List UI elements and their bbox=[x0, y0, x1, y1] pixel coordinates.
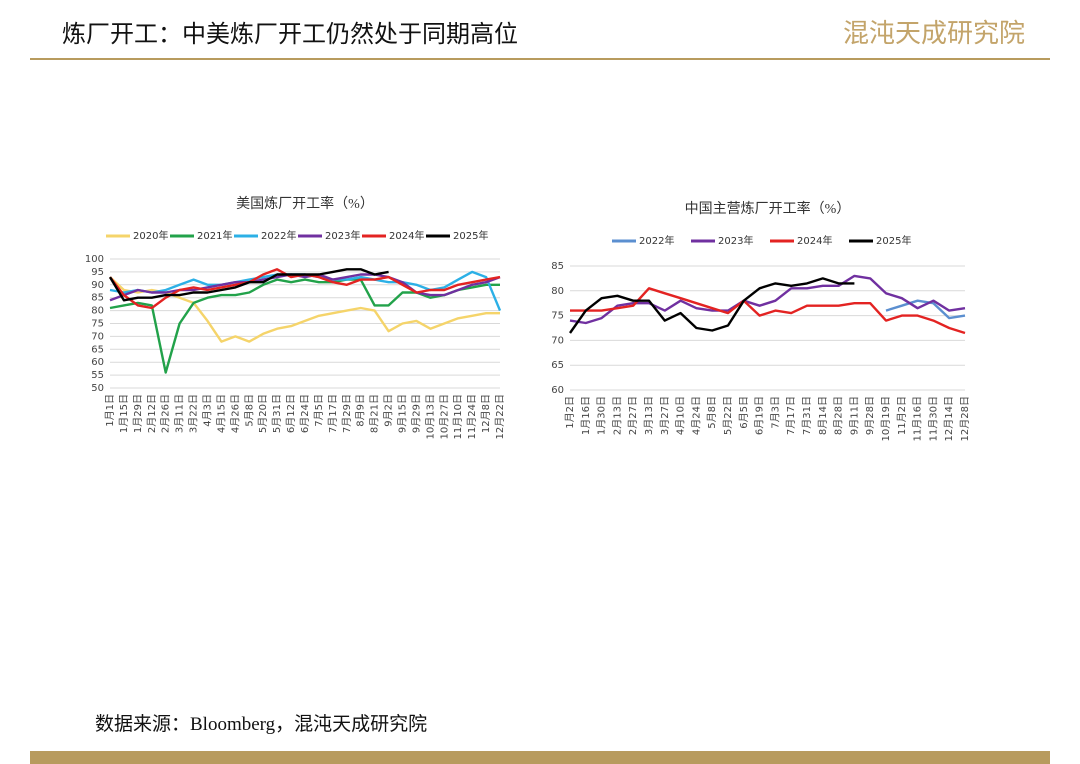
legend-label: 2021年 bbox=[197, 229, 232, 242]
x-tick-label: 4月26日 bbox=[229, 394, 241, 433]
series-line bbox=[885, 299, 966, 320]
x-tick-label: 10月27日 bbox=[438, 394, 450, 439]
y-tick-label: 90 bbox=[91, 280, 104, 291]
x-tick-label: 2月13日 bbox=[611, 396, 623, 435]
y-tick-label: 95 bbox=[91, 267, 104, 278]
footer-bar bbox=[30, 751, 1050, 764]
x-tick-label: 7月5日 bbox=[313, 394, 325, 427]
x-tick-label: 9月28日 bbox=[864, 396, 876, 435]
legend-label: 2022年 bbox=[639, 234, 674, 247]
legend-label: 2020年 bbox=[133, 229, 168, 242]
x-tick-label: 3月22日 bbox=[188, 394, 200, 433]
x-tick-label: 2月27日 bbox=[627, 396, 639, 435]
x-tick-label: 2月12日 bbox=[146, 394, 158, 433]
x-tick-label: 8月9日 bbox=[355, 394, 367, 427]
x-tick-label: 4月3日 bbox=[202, 394, 214, 427]
y-tick-label: 65 bbox=[551, 360, 564, 371]
x-tick-label: 12月28日 bbox=[959, 396, 971, 441]
x-tick-label: 3月27日 bbox=[659, 396, 671, 435]
x-tick-label: 11月24日 bbox=[466, 394, 478, 439]
y-tick-label: 60 bbox=[551, 385, 564, 396]
x-tick-label: 4月15日 bbox=[215, 394, 227, 433]
x-tick-label: 4月10日 bbox=[675, 396, 687, 435]
x-tick-label: 11月16日 bbox=[912, 396, 924, 441]
series-line bbox=[109, 273, 501, 302]
x-tick-label: 5月22日 bbox=[722, 396, 734, 435]
x-tick-label: 9月2日 bbox=[383, 394, 395, 427]
y-tick-label: 75 bbox=[551, 311, 564, 322]
x-tick-label: 8月21日 bbox=[369, 394, 381, 433]
x-tick-label: 1月16日 bbox=[580, 396, 592, 435]
y-tick-label: 85 bbox=[551, 261, 564, 272]
x-tick-label: 1月15日 bbox=[118, 394, 130, 433]
x-tick-label: 5月8日 bbox=[243, 394, 255, 427]
x-tick-label: 7月31日 bbox=[801, 396, 813, 435]
logo: 混沌天成研究院 bbox=[843, 19, 1025, 48]
x-tick-label: 9月15日 bbox=[397, 394, 409, 433]
y-tick-label: 85 bbox=[91, 293, 104, 304]
x-tick-label: 8月14日 bbox=[817, 396, 829, 435]
y-tick-label: 75 bbox=[91, 319, 104, 330]
legend-label: 2024年 bbox=[389, 229, 424, 242]
chart-title: 美国炼厂开工率（%） bbox=[236, 195, 374, 212]
x-tick-label: 3月13日 bbox=[643, 396, 655, 435]
x-tick-label: 9月11日 bbox=[848, 396, 860, 435]
x-tick-label: 7月29日 bbox=[341, 394, 353, 433]
y-tick-label: 80 bbox=[551, 286, 564, 297]
y-tick-label: 50 bbox=[91, 383, 104, 394]
y-tick-label: 60 bbox=[91, 357, 104, 368]
x-tick-label: 6月5日 bbox=[738, 396, 750, 429]
x-tick-label: 5月8日 bbox=[706, 396, 718, 429]
x-tick-label: 6月12日 bbox=[285, 394, 297, 433]
x-tick-label: 12月22日 bbox=[494, 394, 506, 439]
x-tick-label: 11月2日 bbox=[896, 396, 908, 435]
x-tick-label: 7月3日 bbox=[769, 396, 781, 429]
x-tick-label: 7月17日 bbox=[785, 396, 797, 435]
x-tick-label: 1月30日 bbox=[596, 396, 608, 435]
x-tick-label: 10月13日 bbox=[424, 394, 436, 439]
slide-title: 炼厂开工：中美炼厂开工仍然处于同期高位 bbox=[62, 21, 518, 48]
y-tick-label: 100 bbox=[85, 254, 104, 265]
legend-label: 2022年 bbox=[261, 229, 296, 242]
series-line bbox=[569, 277, 855, 334]
x-tick-label: 1月1日 bbox=[104, 394, 116, 427]
x-tick-label: 1月2日 bbox=[564, 396, 576, 429]
x-tick-label: 10月19日 bbox=[880, 396, 892, 441]
x-tick-label: 6月19日 bbox=[754, 396, 766, 435]
x-tick-label: 5月31日 bbox=[271, 394, 283, 433]
x-tick-label: 7月17日 bbox=[327, 394, 339, 433]
source-note: 数据来源：Bloomberg，混沌天成研究院 bbox=[95, 713, 427, 735]
x-tick-label: 11月10日 bbox=[452, 394, 464, 439]
y-tick-label: 70 bbox=[551, 335, 564, 346]
legend-label: 2025年 bbox=[453, 229, 488, 242]
y-tick-label: 80 bbox=[91, 306, 104, 317]
x-tick-label: 5月20日 bbox=[257, 394, 269, 433]
series-line bbox=[570, 287, 966, 335]
x-tick-label: 12月8日 bbox=[480, 394, 492, 433]
series-line bbox=[109, 278, 500, 374]
x-tick-label: 8月28日 bbox=[833, 396, 845, 435]
legend-label: 2023年 bbox=[718, 234, 753, 247]
series-line bbox=[108, 268, 389, 302]
legend-label: 2025年 bbox=[876, 234, 911, 247]
x-tick-label: 4月24日 bbox=[690, 396, 702, 435]
y-tick-label: 55 bbox=[91, 370, 104, 381]
y-tick-label: 65 bbox=[91, 344, 104, 355]
legend-label: 2023年 bbox=[325, 229, 360, 242]
x-tick-label: 2月26日 bbox=[160, 394, 172, 433]
legend-label: 2024年 bbox=[797, 234, 832, 247]
x-tick-label: 12月14日 bbox=[943, 396, 955, 441]
x-tick-label: 1月29日 bbox=[132, 394, 144, 433]
x-tick-label: 11月30日 bbox=[927, 396, 939, 441]
chart-title: 中国主营炼厂开工率（%） bbox=[685, 200, 851, 217]
x-tick-label: 9月29日 bbox=[410, 394, 422, 433]
x-tick-label: 3月11日 bbox=[174, 394, 186, 433]
x-tick-label: 6月24日 bbox=[299, 394, 311, 433]
y-tick-label: 70 bbox=[91, 331, 104, 342]
